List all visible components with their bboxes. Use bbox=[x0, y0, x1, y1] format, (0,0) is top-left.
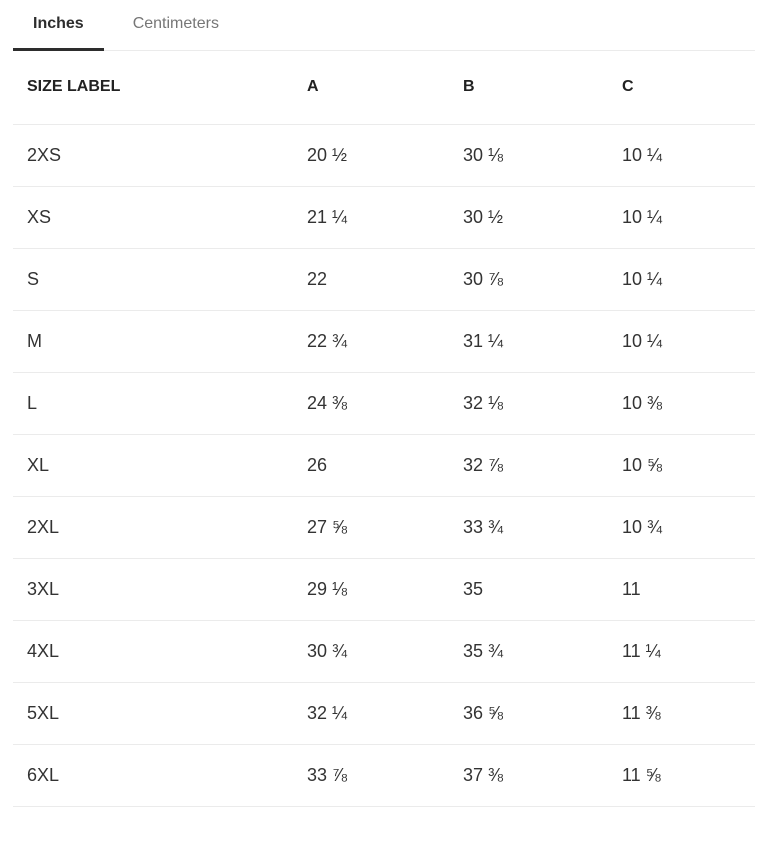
column-header-a: A bbox=[307, 51, 463, 125]
measurement-a-cell: 29 ⅛ bbox=[307, 558, 463, 621]
measurement-c-cell: 10 ¼ bbox=[622, 310, 755, 373]
measurement-c-cell: 11 ⅜ bbox=[622, 682, 755, 745]
measurement-a-cell: 24 ⅜ bbox=[307, 372, 463, 435]
column-header-size-label: SIZE LABEL bbox=[13, 51, 307, 125]
measurement-b-cell: 30 ½ bbox=[463, 186, 622, 249]
measurement-c-cell: 11 bbox=[622, 558, 755, 621]
table-row: 2XS 20 ½ 30 ⅛ 10 ¼ bbox=[13, 124, 755, 187]
table-row: XL 26 32 ⅞ 10 ⅝ bbox=[13, 434, 755, 497]
measurement-c-cell: 10 ⅝ bbox=[622, 434, 755, 497]
size-label-cell: 2XS bbox=[13, 124, 307, 187]
column-header-c: C bbox=[622, 51, 755, 125]
measurement-c-cell: 10 ¼ bbox=[622, 186, 755, 249]
table-row: XS 21 ¼ 30 ½ 10 ¼ bbox=[13, 186, 755, 249]
table-row: 3XL 29 ⅛ 35 11 bbox=[13, 558, 755, 621]
table-header-row: SIZE LABEL A B C bbox=[13, 51, 755, 125]
size-label-cell: XL bbox=[13, 434, 307, 497]
table-row: 6XL 33 ⅞ 37 ⅜ 11 ⅝ bbox=[13, 744, 755, 807]
measurement-b-cell: 33 ¾ bbox=[463, 496, 622, 559]
measurement-c-cell: 11 ⅝ bbox=[622, 744, 755, 807]
measurement-a-cell: 22 ¾ bbox=[307, 310, 463, 373]
measurement-b-cell: 32 ⅞ bbox=[463, 434, 622, 497]
measurement-b-cell: 30 ⅛ bbox=[463, 124, 622, 187]
measurement-a-cell: 27 ⅝ bbox=[307, 496, 463, 559]
size-label-cell: XS bbox=[13, 186, 307, 249]
size-label-cell: S bbox=[13, 248, 307, 311]
measurement-b-cell: 37 ⅜ bbox=[463, 744, 622, 807]
size-label-cell: 3XL bbox=[13, 558, 307, 621]
measurement-b-cell: 36 ⅝ bbox=[463, 682, 622, 745]
column-header-b: B bbox=[463, 51, 622, 125]
size-label-cell: 2XL bbox=[13, 496, 307, 559]
measurement-a-cell: 30 ¾ bbox=[307, 620, 463, 683]
measurement-b-cell: 30 ⅞ bbox=[463, 248, 622, 311]
measurement-b-cell: 35 ¾ bbox=[463, 620, 622, 683]
size-table: SIZE LABEL A B C 2XS 20 ½ 30 ⅛ 10 ¼ XS 2… bbox=[13, 51, 755, 807]
measurement-b-cell: 35 bbox=[463, 558, 622, 621]
size-label-cell: 5XL bbox=[13, 682, 307, 745]
size-label-cell: L bbox=[13, 372, 307, 435]
measurement-c-cell: 10 ¾ bbox=[622, 496, 755, 559]
measurement-a-cell: 26 bbox=[307, 434, 463, 497]
table-row: L 24 ⅜ 32 ⅛ 10 ⅜ bbox=[13, 372, 755, 435]
table-row: 4XL 30 ¾ 35 ¾ 11 ¼ bbox=[13, 620, 755, 683]
unit-tabbar: Inches Centimeters bbox=[13, 0, 755, 51]
table-row: 2XL 27 ⅝ 33 ¾ 10 ¾ bbox=[13, 496, 755, 559]
table-row: M 22 ¾ 31 ¼ 10 ¼ bbox=[13, 310, 755, 373]
size-chart-panel: Inches Centimeters SIZE LABEL A B C 2XS … bbox=[13, 0, 755, 807]
measurement-c-cell: 10 ¼ bbox=[622, 124, 755, 187]
measurement-b-cell: 32 ⅛ bbox=[463, 372, 622, 435]
size-label-cell: 6XL bbox=[13, 744, 307, 807]
measurement-c-cell: 10 ⅜ bbox=[622, 372, 755, 435]
table-row: S 22 30 ⅞ 10 ¼ bbox=[13, 248, 755, 311]
table-row: 5XL 32 ¼ 36 ⅝ 11 ⅜ bbox=[13, 682, 755, 745]
tab-centimeters[interactable]: Centimeters bbox=[113, 0, 239, 51]
measurement-a-cell: 32 ¼ bbox=[307, 682, 463, 745]
measurement-a-cell: 20 ½ bbox=[307, 124, 463, 187]
measurement-a-cell: 21 ¼ bbox=[307, 186, 463, 249]
tab-inches[interactable]: Inches bbox=[13, 0, 104, 51]
measurement-b-cell: 31 ¼ bbox=[463, 310, 622, 373]
size-label-cell: 4XL bbox=[13, 620, 307, 683]
measurement-a-cell: 22 bbox=[307, 248, 463, 311]
measurement-c-cell: 11 ¼ bbox=[622, 620, 755, 683]
measurement-a-cell: 33 ⅞ bbox=[307, 744, 463, 807]
size-label-cell: M bbox=[13, 310, 307, 373]
measurement-c-cell: 10 ¼ bbox=[622, 248, 755, 311]
